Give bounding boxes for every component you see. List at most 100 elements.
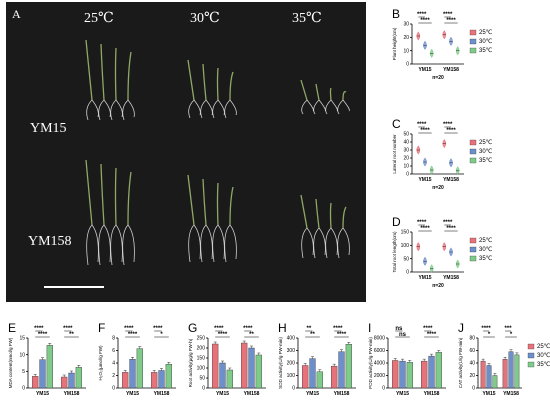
y-tick-label: 4000 [374, 361, 385, 367]
chart-panel-g: G 0 50 100 150 200 250 Root activity(μg/g FW·h)… [188, 321, 266, 397]
sig-label: **** [420, 128, 430, 134]
seedling-root [86, 224, 99, 266]
y-tick-label: 100 [197, 366, 206, 372]
y-tick-label: 0 [406, 62, 409, 68]
y-tick-label: 10 [19, 352, 25, 358]
sig-label: **** [420, 226, 430, 232]
panel-letter: D [392, 215, 401, 229]
legend-swatch [469, 237, 477, 244]
sig-label: ** [310, 332, 315, 338]
seedling-root [110, 99, 123, 121]
bar [514, 354, 520, 389]
y-tick-label: 200 [287, 361, 296, 367]
sig-label: **** [128, 332, 138, 338]
seedling-group [300, 79, 350, 115]
y-axis-label: Total root length(cm) [392, 231, 397, 273]
seedling-root [98, 99, 111, 121]
seedling-root [122, 224, 135, 266]
y-axis-label: SOD activity(U/g FW·min) [278, 337, 283, 389]
bar [61, 376, 68, 389]
bar [68, 372, 75, 389]
seedling-leaf [329, 87, 332, 101]
sig-label: **** [337, 332, 347, 338]
x-tick-label: YM15 [396, 391, 409, 397]
legend-label: 30℃ [479, 246, 493, 253]
seedling-leaf [187, 59, 195, 101]
y-axis-label: MDA content(nmol/g FW) [8, 337, 13, 388]
sig-label: **** [243, 326, 253, 332]
sig-label: **** [423, 326, 433, 332]
bar [399, 360, 406, 389]
y-tick-label: 4 [112, 361, 115, 367]
sig-label: **** [443, 12, 453, 18]
seedling-root [313, 227, 326, 259]
sig-label: **** [218, 332, 228, 338]
seedling-leaf [229, 186, 234, 226]
seedling-root [212, 99, 225, 119]
seedling-leaf [216, 182, 219, 226]
seedling-root [325, 227, 338, 259]
seedling-group [187, 59, 237, 119]
legend-swatch [527, 352, 535, 359]
sig-label: ns [399, 332, 407, 338]
photo-temp-35: 35℃ [292, 11, 322, 26]
seedling-leaf [187, 174, 195, 226]
bar [406, 362, 413, 389]
y-tick-label: 30 [403, 22, 409, 28]
seedling-leaf [342, 91, 347, 101]
bar [480, 360, 486, 389]
x-tick-label: YM15 [418, 275, 431, 281]
legend-swatch [469, 38, 477, 45]
legend-label: 30℃ [537, 352, 550, 359]
y-tick-label: 6000 [374, 348, 385, 354]
seedling-root [337, 227, 350, 259]
bar [428, 355, 435, 389]
legend-swatch [469, 29, 477, 36]
seedling-group [85, 159, 135, 266]
panel-letter: J [458, 321, 464, 335]
bar [219, 362, 226, 389]
y-tick-label: 6 [112, 348, 115, 354]
y-tick-label: 0 [292, 386, 295, 392]
y-tick-label: 8000 [374, 336, 385, 342]
sig-label: **** [420, 18, 430, 24]
y-tick-label: 50 [403, 256, 409, 262]
sig-label: * [488, 332, 491, 338]
y-tick-label: 0 [406, 270, 409, 276]
bar [435, 352, 442, 389]
y-tick-label: 2000 [374, 373, 385, 379]
seedling-leaf [329, 202, 332, 229]
seedling-leaf [114, 47, 117, 101]
panel-letter: I [368, 321, 371, 335]
seedling-root [301, 99, 314, 115]
seedling-leaf [202, 63, 207, 101]
legend-label: 25℃ [537, 343, 550, 350]
legend-swatch [469, 148, 477, 155]
bar [32, 376, 39, 389]
sig-label: **** [417, 122, 427, 128]
bar [151, 372, 158, 389]
panel-letter: F [98, 321, 105, 335]
sig-label: **** [34, 326, 44, 332]
sig-label: **** [446, 18, 456, 24]
seedling-leaf [127, 51, 132, 101]
photo-row-ym15: YM15 [30, 121, 67, 136]
sig-label: **** [446, 226, 456, 232]
legend-label: 35℃ [537, 361, 550, 368]
x-tick-label: YM15 [306, 391, 319, 397]
seedling-root [301, 227, 314, 259]
photo-row-ym158: YM158 [28, 234, 72, 249]
panel-letter: B [392, 7, 400, 21]
x-tick-label: YM15 [418, 177, 431, 183]
y-tick-label: 50 [199, 376, 205, 382]
y-tick-label: 0 [472, 386, 475, 392]
seedling-group [187, 174, 237, 263]
bar [338, 351, 345, 389]
y-tick-label: 10 [403, 164, 409, 170]
seedling-leaf [85, 159, 93, 226]
